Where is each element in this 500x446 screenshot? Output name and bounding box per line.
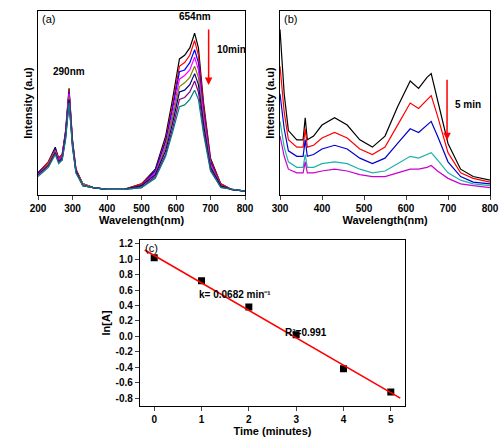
svg-text:800: 800	[237, 203, 254, 214]
svg-text:1.0: 1.0	[119, 254, 133, 265]
svg-text:3: 3	[293, 414, 299, 425]
svg-text:200: 200	[30, 203, 47, 214]
svg-text:600: 600	[398, 203, 415, 214]
svg-text:Wavelength(nm): Wavelength(nm)	[342, 214, 427, 226]
svg-text:700: 700	[202, 203, 219, 214]
svg-text:290nm: 290nm	[53, 66, 85, 77]
svg-text:0.8: 0.8	[119, 269, 133, 280]
svg-text:5: 5	[388, 414, 394, 425]
svg-text:600: 600	[168, 203, 185, 214]
svg-text:2: 2	[246, 414, 252, 425]
svg-text:k= 0.0682 min⁻¹: k= 0.0682 min⁻¹	[199, 289, 271, 300]
svg-text:(c): (c)	[145, 242, 158, 254]
svg-text:0.2: 0.2	[119, 315, 133, 326]
svg-text:Intensity (a.u): Intensity (a.u)	[22, 67, 34, 139]
svg-text:400: 400	[314, 203, 331, 214]
svg-text:-0.6: -0.6	[116, 377, 134, 388]
svg-text:Wavelength(nm): Wavelength(nm)	[99, 214, 184, 226]
svg-text:300: 300	[64, 203, 81, 214]
svg-text:654nm: 654nm	[179, 11, 211, 22]
svg-text:0.4: 0.4	[119, 300, 133, 311]
svg-text:-0.8: -0.8	[116, 393, 134, 404]
svg-text:700: 700	[440, 203, 457, 214]
svg-text:0: 0	[151, 414, 157, 425]
svg-text:300: 300	[272, 203, 289, 214]
svg-text:5 min: 5 min	[455, 99, 481, 110]
svg-text:500: 500	[133, 203, 150, 214]
svg-text:(a): (a)	[42, 13, 55, 25]
svg-text:4: 4	[341, 414, 347, 425]
svg-text:1: 1	[199, 414, 205, 425]
svg-text:R²=0.991: R²=0.991	[285, 327, 327, 338]
svg-text:1.2: 1.2	[119, 238, 133, 249]
svg-text:-0.2: -0.2	[116, 346, 134, 357]
svg-text:0.0: 0.0	[119, 331, 133, 342]
svg-text:Intensity (a.u): Intensity (a.u)	[264, 67, 276, 139]
svg-text:0.6: 0.6	[119, 285, 133, 296]
svg-text:500: 500	[356, 203, 373, 214]
svg-text:(b): (b)	[284, 13, 297, 25]
svg-text:400: 400	[99, 203, 116, 214]
svg-text:10min: 10min	[217, 44, 246, 55]
svg-text:800: 800	[482, 203, 499, 214]
svg-text:-0.4: -0.4	[116, 362, 134, 373]
svg-text:Time (minutes): Time (minutes)	[233, 425, 311, 437]
svg-text:ln[A]: ln[A]	[100, 310, 112, 335]
